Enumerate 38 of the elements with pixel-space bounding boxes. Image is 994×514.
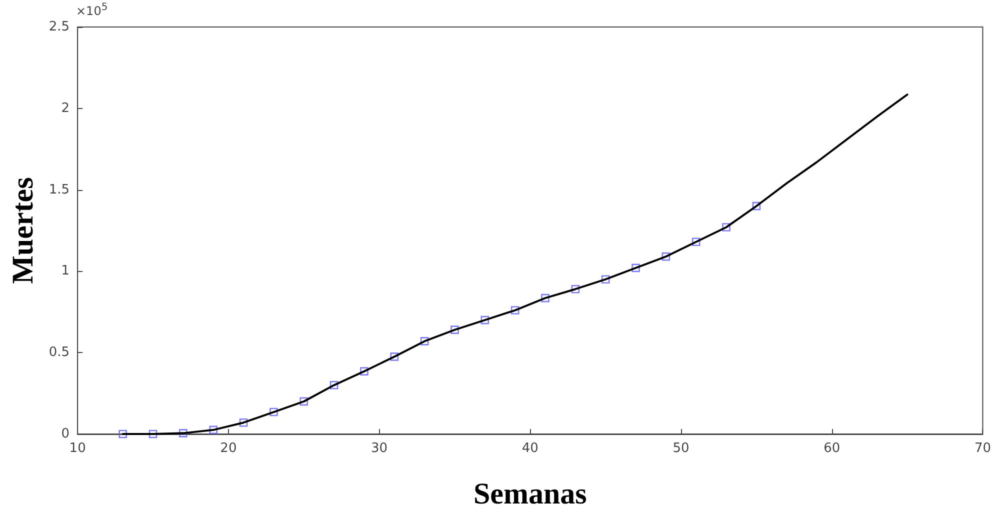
x-tick-label: 20 (220, 441, 237, 456)
point (300, 397, 308, 406)
y-tick-label: 0.5 (48, 345, 70, 360)
point (330, 381, 338, 390)
point (692, 238, 700, 246)
x-tick-label: 60 (824, 441, 840, 456)
x-axis-title: Semanas (473, 478, 587, 510)
y-tick-label: 1.5 (48, 182, 70, 198)
text: ×10$^{5}$ (76, 2, 108, 18)
y-axis-title: Muertes (6, 177, 40, 284)
point (632, 264, 640, 272)
point (571, 284, 580, 294)
y-tick-label: 2.5 (48, 20, 70, 34)
point (390, 352, 399, 361)
point (360, 367, 368, 376)
y-tick-label: 2 (61, 100, 70, 116)
point (179, 429, 188, 438)
x-tick-label: 10 (69, 441, 86, 456)
x-tick-label: 30 (371, 441, 388, 456)
point (118, 430, 127, 438)
x-tick-label: 50 (672, 441, 690, 456)
x-tick-label: 70 (974, 441, 991, 456)
point (148, 430, 158, 438)
point (662, 252, 670, 261)
point (480, 316, 490, 324)
point (752, 202, 761, 210)
y-tick-label: 1 (61, 264, 70, 279)
point (722, 223, 730, 232)
point (510, 306, 520, 314)
point (420, 337, 429, 346)
point (450, 326, 459, 334)
point (239, 418, 248, 427)
point (601, 275, 610, 284)
point (209, 426, 218, 434)
x-tick-label: 40 (522, 441, 538, 456)
y-tick-label: 0 (61, 426, 70, 442)
point (541, 294, 550, 302)
point (270, 408, 278, 416)
